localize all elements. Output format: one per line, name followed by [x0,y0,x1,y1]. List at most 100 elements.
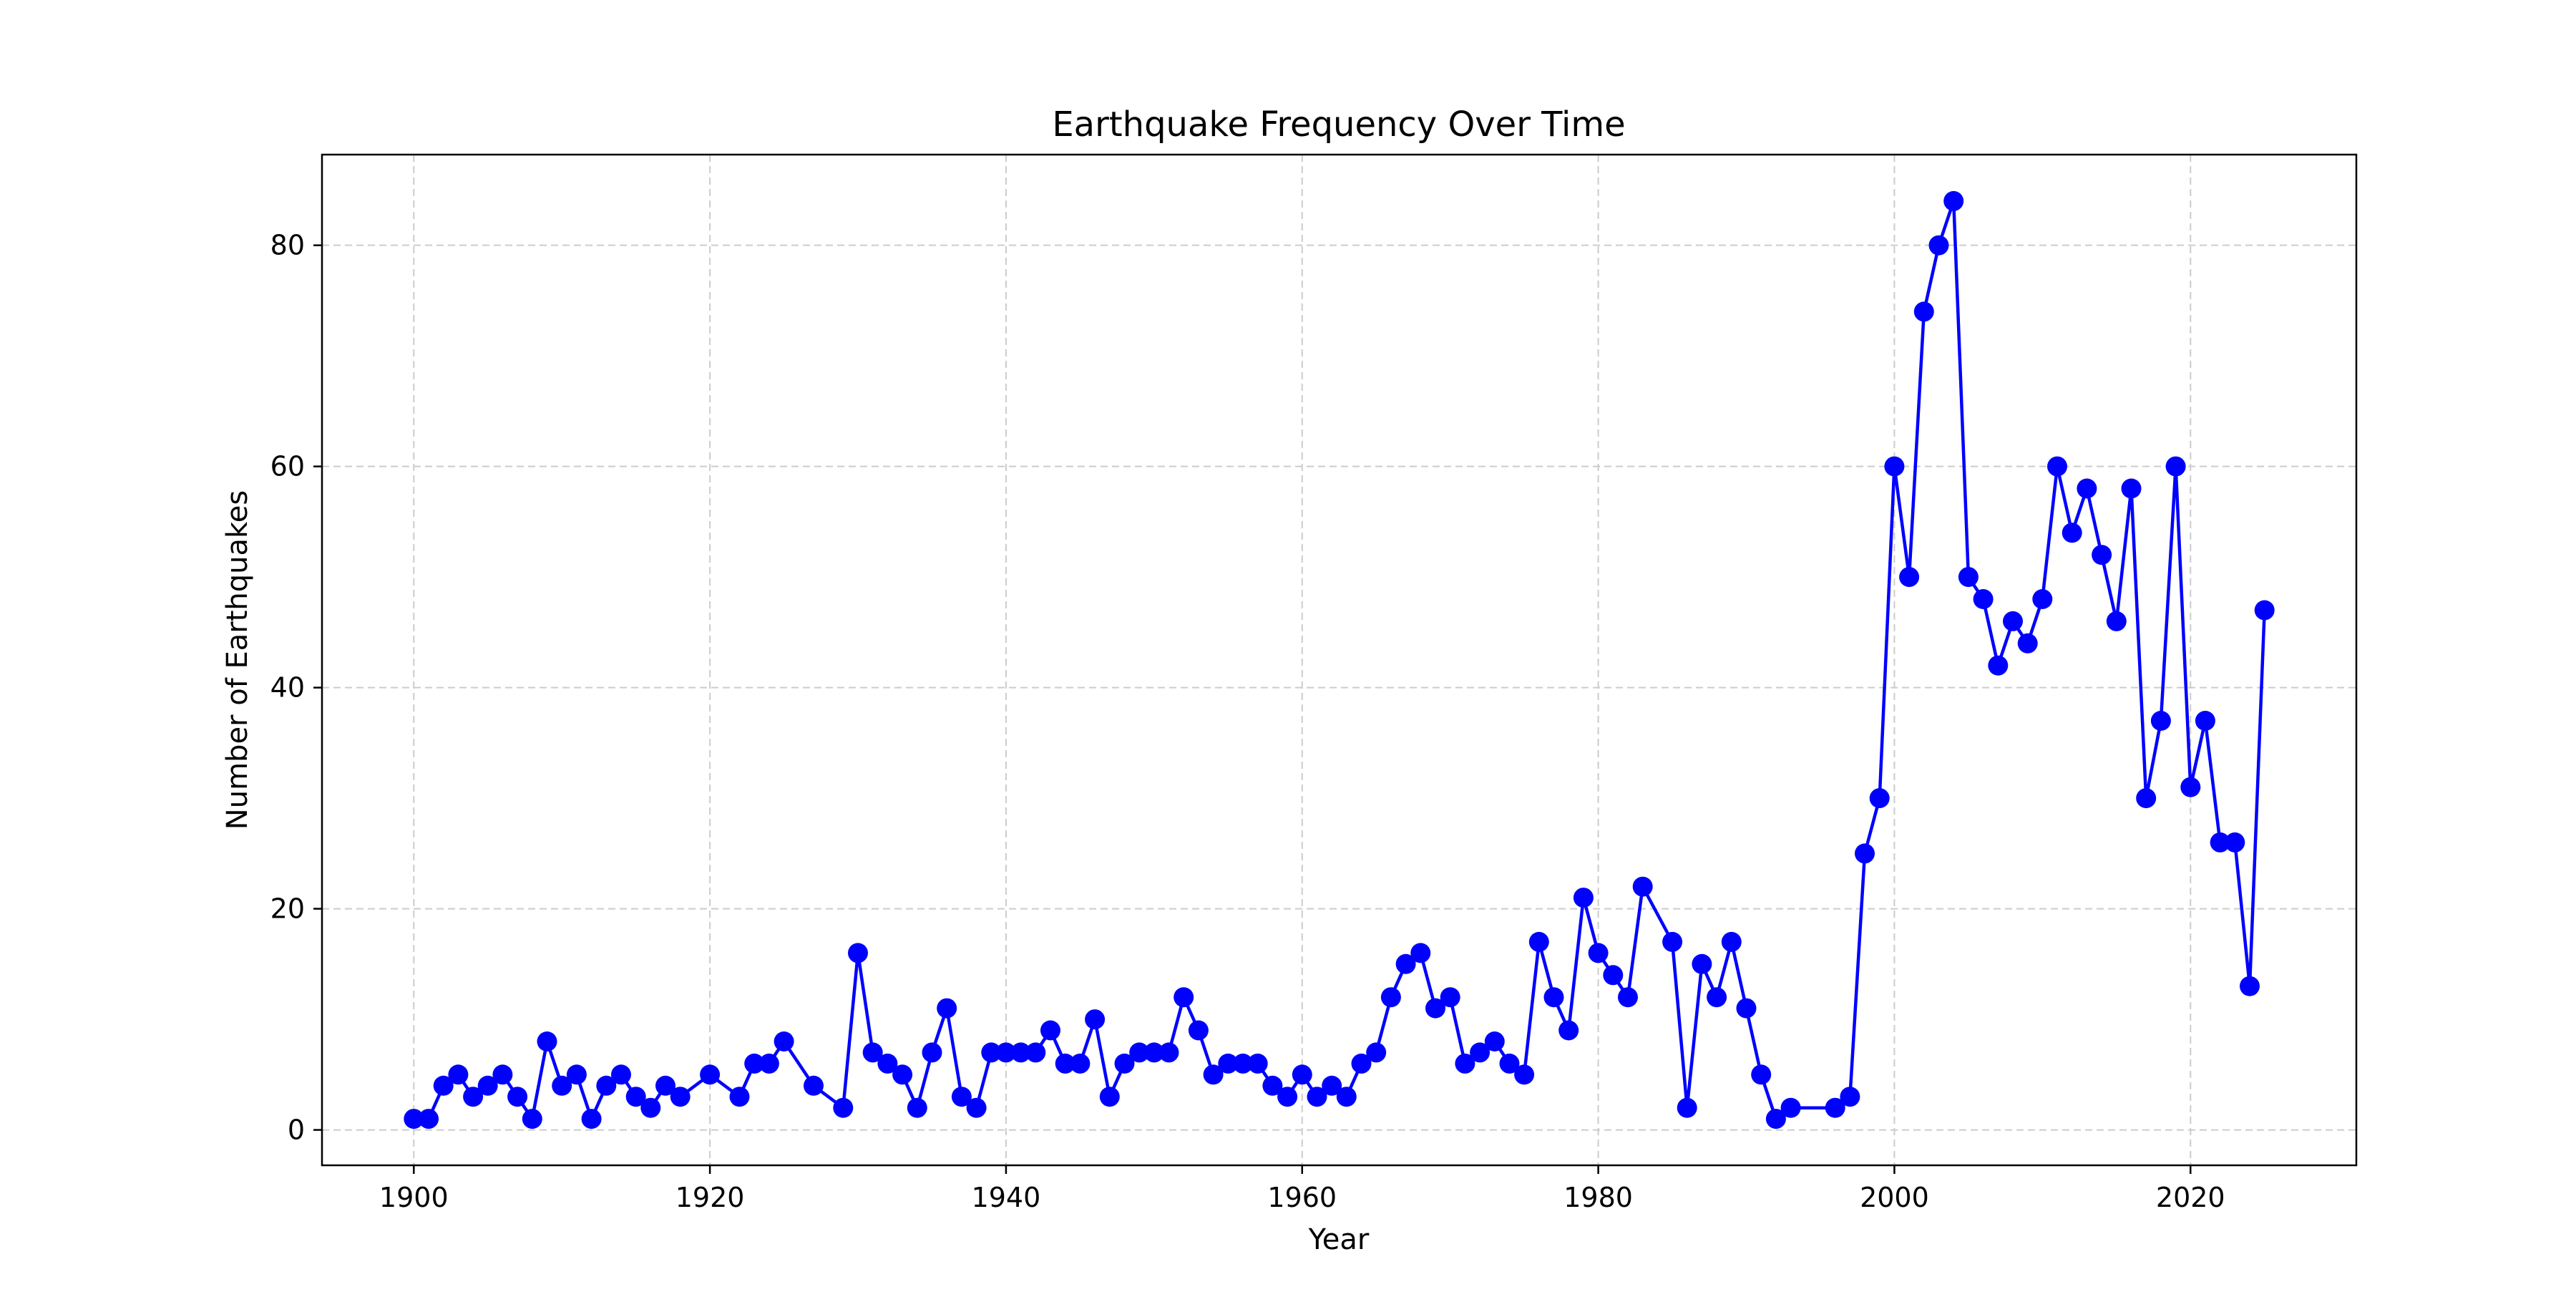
data-point [1129,1042,1150,1063]
data-point [1040,1020,1060,1041]
data-point [966,1097,987,1118]
data-point [1618,987,1638,1008]
data-point [522,1109,542,1130]
y-tick-label: 60 [270,451,305,482]
data-point [1010,1042,1031,1063]
data-point [1988,655,2009,676]
data-point [700,1064,721,1085]
data-point [1455,1053,1475,1074]
data-point [611,1064,631,1085]
data-point [1913,301,1934,322]
data-point [2106,611,2127,631]
x-tick-label: 2020 [2156,1182,2225,1213]
data-point [1247,1053,1268,1074]
data-point [2150,711,2171,731]
data-point [2254,600,2275,621]
data-point [1603,965,1624,986]
data-point [1188,1020,1209,1041]
data-point [1174,987,1194,1008]
data-point [2032,589,2053,609]
data-point [758,1053,779,1074]
data-point [907,1097,927,1118]
data-point [2165,456,2186,477]
data-point [1528,931,1549,952]
data-point [1262,1075,1283,1096]
x-tick-label: 2000 [1860,1182,1929,1213]
data-point [2062,523,2082,543]
data-point [1292,1064,1312,1085]
data-point [1322,1075,1342,1096]
data-point [596,1075,617,1096]
data-point [448,1064,469,1085]
data-point [2240,976,2260,996]
data-point [833,1097,854,1118]
data-point [1558,1020,1579,1041]
data-point [1692,953,1712,974]
data-point [2092,545,2112,565]
data-point [1055,1053,1075,1074]
data-point [1499,1053,1520,1074]
data-point [1573,888,1594,908]
data-point [1277,1087,1298,1107]
y-tick-label: 40 [270,672,305,704]
data-point [1085,1009,1106,1030]
data-point [2195,711,2215,731]
data-point [892,1064,913,1085]
axis-ticks: 1900 1920 1940 1960 1980 2000 2020 0 20 40 60 80 [270,230,2225,1213]
x-tick-label: 1980 [1563,1182,1633,1213]
data-point [1143,1042,1164,1063]
data-point [922,1042,942,1063]
y-tick-label: 20 [270,893,305,925]
data-point [477,1075,498,1096]
data-point [1410,943,1431,963]
data-point [1928,235,1949,256]
data-point [1869,788,1890,809]
data-point [507,1087,528,1107]
data-point [1943,190,1964,211]
data-point [1233,1053,1253,1074]
data-point [1514,1064,1535,1085]
x-tick-label: 1960 [1267,1182,1337,1213]
data-point [981,1042,1002,1063]
data-point [937,998,957,1019]
data-point [2047,456,2067,477]
data-point [1765,1109,1786,1130]
data-point [1307,1087,1327,1107]
y-tick-label: 0 [288,1114,305,1146]
data-point [1751,1064,1772,1085]
data-point [1470,1042,1491,1063]
data-point [404,1109,424,1130]
data-point [1114,1053,1135,1074]
data-point [1780,1097,1801,1118]
data-point [2003,611,2023,631]
plot-area-frame [321,153,2358,1167]
data-point [1588,943,1609,963]
x-axis-label: Year [1308,1223,1370,1256]
data-point [1736,998,1757,1019]
data-point [1855,843,1875,864]
data-point [463,1087,484,1107]
chart-title: Earthquake Frequency Over Time [1052,105,1625,145]
data-point [804,1075,824,1096]
data-point [1973,589,1994,609]
data-series [404,190,2275,1130]
data-point [1899,567,1920,588]
data-point [670,1087,691,1107]
grid-lines [322,155,2356,1165]
data-point [581,1109,602,1130]
data-point [2121,478,2142,499]
x-tick-label: 1920 [675,1182,745,1213]
x-tick-label: 1940 [972,1182,1041,1213]
data-point [1884,456,1905,477]
data-point [774,1031,794,1051]
y-tick-label: 80 [270,230,305,261]
data-point [1484,1031,1505,1051]
data-point [2136,788,2157,809]
data-point [1336,1087,1357,1107]
data-point [951,1087,972,1107]
x-tick-label: 1900 [379,1182,449,1213]
data-point [2180,777,2201,797]
